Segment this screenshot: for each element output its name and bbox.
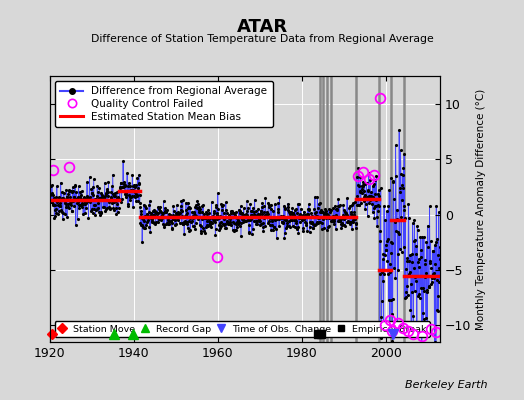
Text: ATAR: ATAR [236,18,288,36]
Text: Difference of Station Temperature Data from Regional Average: Difference of Station Temperature Data f… [91,34,433,44]
Legend: Station Move, Record Gap, Time of Obs. Change, Empirical Break: Station Move, Record Gap, Time of Obs. C… [54,321,430,337]
Text: Berkeley Earth: Berkeley Earth [405,380,487,390]
Y-axis label: Monthly Temperature Anomaly Difference (°C): Monthly Temperature Anomaly Difference (… [476,88,486,330]
